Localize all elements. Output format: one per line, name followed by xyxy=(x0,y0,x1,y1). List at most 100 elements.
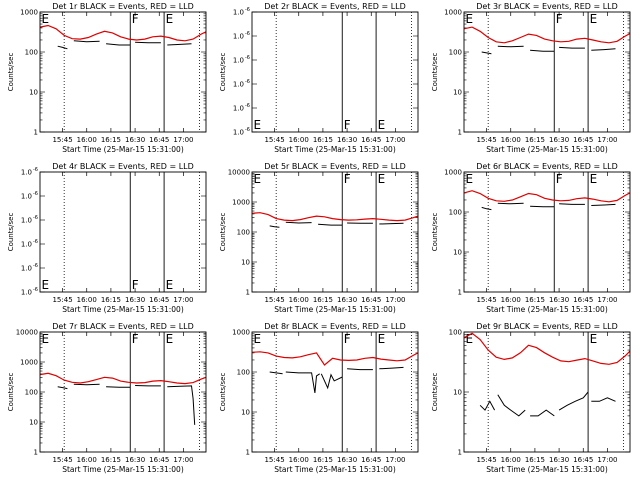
marker-label: E xyxy=(166,12,174,26)
marker-label: E xyxy=(42,332,50,346)
y-tick-label: 1.0 xyxy=(21,265,32,273)
events-segment xyxy=(57,45,68,50)
y-tick-label: 100 xyxy=(449,209,462,217)
marker-label: E xyxy=(466,332,474,346)
plot-frame xyxy=(463,331,631,453)
y-tick-label: 1 xyxy=(246,449,250,457)
y-tick-label: 1.0 xyxy=(21,241,32,249)
x-tick-label: 16:30 xyxy=(337,296,357,304)
x-tick-label: 16:30 xyxy=(125,136,145,144)
marker-label: F xyxy=(344,118,351,132)
panel-3: Det 3r BLACK = Events, RED = LLD Counts/s… xyxy=(431,2,631,154)
events-segment xyxy=(591,397,616,402)
events-segment xyxy=(591,203,616,206)
marker-label: E xyxy=(42,12,50,26)
y-tick-exponent: -6 xyxy=(33,263,38,269)
x-axis-label: Start Time (25-Mar-15 15:31:00) xyxy=(274,465,396,474)
y-tick-label: 1.0 xyxy=(21,217,32,225)
events-segment xyxy=(347,368,373,371)
y-axis-label: Counts/sec xyxy=(7,53,15,92)
panel-1: Det 1r BLACK = Events, RED = LLD Counts/s… xyxy=(7,2,207,154)
y-tick-label: 10 xyxy=(29,419,38,427)
y-tick-label: 1000 xyxy=(444,9,462,17)
x-tick-label: 16:30 xyxy=(125,296,145,304)
marker-label: E xyxy=(378,332,386,346)
lld-line xyxy=(463,190,631,203)
y-tick-label: 1.0 xyxy=(233,105,244,113)
panel-title: Det 6r BLACK = Events, RED = LLD xyxy=(476,162,618,171)
events-segment xyxy=(559,46,585,49)
x-tick-label: 16:15 xyxy=(313,456,333,464)
y-tick-label: 1 xyxy=(34,449,38,457)
y-tick-label: 1 xyxy=(458,289,462,297)
marker-label: E xyxy=(254,332,262,346)
events-segment xyxy=(481,51,492,55)
x-tick-label: 16:15 xyxy=(101,136,121,144)
panel-title: Det 9r BLACK = Events, RED = LLD xyxy=(476,322,618,331)
events-segment xyxy=(167,385,196,425)
x-tick-label: 16:15 xyxy=(525,456,545,464)
marker-label: F xyxy=(556,12,563,26)
y-tick-label: 10 xyxy=(453,389,462,397)
x-tick-label: 15:45 xyxy=(52,456,72,464)
plot-frame xyxy=(39,11,207,133)
x-tick-label: 16:15 xyxy=(101,296,121,304)
y-tick-label: 1000 xyxy=(20,9,38,17)
events-segment xyxy=(106,43,131,46)
y-axis-label: Counts/sec xyxy=(431,213,439,252)
y-tick-label: 1000 xyxy=(444,169,462,177)
events-segment xyxy=(591,48,616,51)
events-segment xyxy=(497,394,526,417)
x-tick-label: 16:30 xyxy=(125,456,145,464)
x-axis-label: Start Time (25-Mar-15 15:31:00) xyxy=(62,145,184,154)
marker-label: E xyxy=(254,172,262,186)
y-tick-exponent: -6 xyxy=(33,239,38,245)
x-tick-label: 17:00 xyxy=(173,456,193,464)
marker-label: E xyxy=(254,118,262,132)
events-segment xyxy=(497,202,524,205)
x-tick-label: 15:45 xyxy=(52,136,72,144)
x-tick-label: 15:45 xyxy=(264,136,284,144)
events-segment xyxy=(379,366,404,370)
x-tick-label: 16:15 xyxy=(313,136,333,144)
panel-9: Det 9r BLACK = Events, RED = LLD Counts/s… xyxy=(431,322,631,474)
y-tick-label: 100 xyxy=(449,329,462,337)
y-tick-label: 1000 xyxy=(232,199,250,207)
events-segment xyxy=(559,203,585,205)
events-segment xyxy=(481,206,492,211)
marker-label: F xyxy=(132,278,139,292)
marker-label: F xyxy=(344,172,351,186)
y-tick-label: 1 xyxy=(246,289,250,297)
marker-label: F xyxy=(556,172,563,186)
events-segment xyxy=(269,225,280,228)
y-tick-label: 1.0 xyxy=(233,57,244,65)
marker-label: E xyxy=(590,12,598,26)
y-tick-label: 1.0 xyxy=(233,129,244,137)
y-tick-exponent: -6 xyxy=(245,7,250,13)
x-tick-label: 16:15 xyxy=(525,296,545,304)
y-tick-label: 100 xyxy=(237,229,250,237)
y-tick-label: 10 xyxy=(241,409,250,417)
x-tick-label: 16:30 xyxy=(337,136,357,144)
x-tick-label: 17:00 xyxy=(597,296,617,304)
lld-line xyxy=(251,351,419,366)
plot-frame xyxy=(251,331,419,453)
lld-line xyxy=(251,212,419,222)
plot-frame xyxy=(251,11,419,133)
marker-label: E xyxy=(166,278,174,292)
lld-line xyxy=(39,372,207,385)
y-tick-exponent: -6 xyxy=(33,167,38,173)
lld-line xyxy=(463,26,631,44)
x-axis-label: Start Time (25-Mar-15 15:31:00) xyxy=(486,145,608,154)
x-tick-label: 15:45 xyxy=(264,296,284,304)
plot-frame xyxy=(251,171,419,293)
events-segment xyxy=(135,41,161,44)
plot-frame xyxy=(463,11,631,133)
events-segment xyxy=(479,400,496,411)
lld-line xyxy=(39,24,207,42)
y-tick-label: 10 xyxy=(29,89,38,97)
y-tick-exponent: -6 xyxy=(245,103,250,109)
marker-label: E xyxy=(466,12,474,26)
y-tick-label: 1.0 xyxy=(21,289,32,297)
x-tick-label: 16:30 xyxy=(549,456,569,464)
